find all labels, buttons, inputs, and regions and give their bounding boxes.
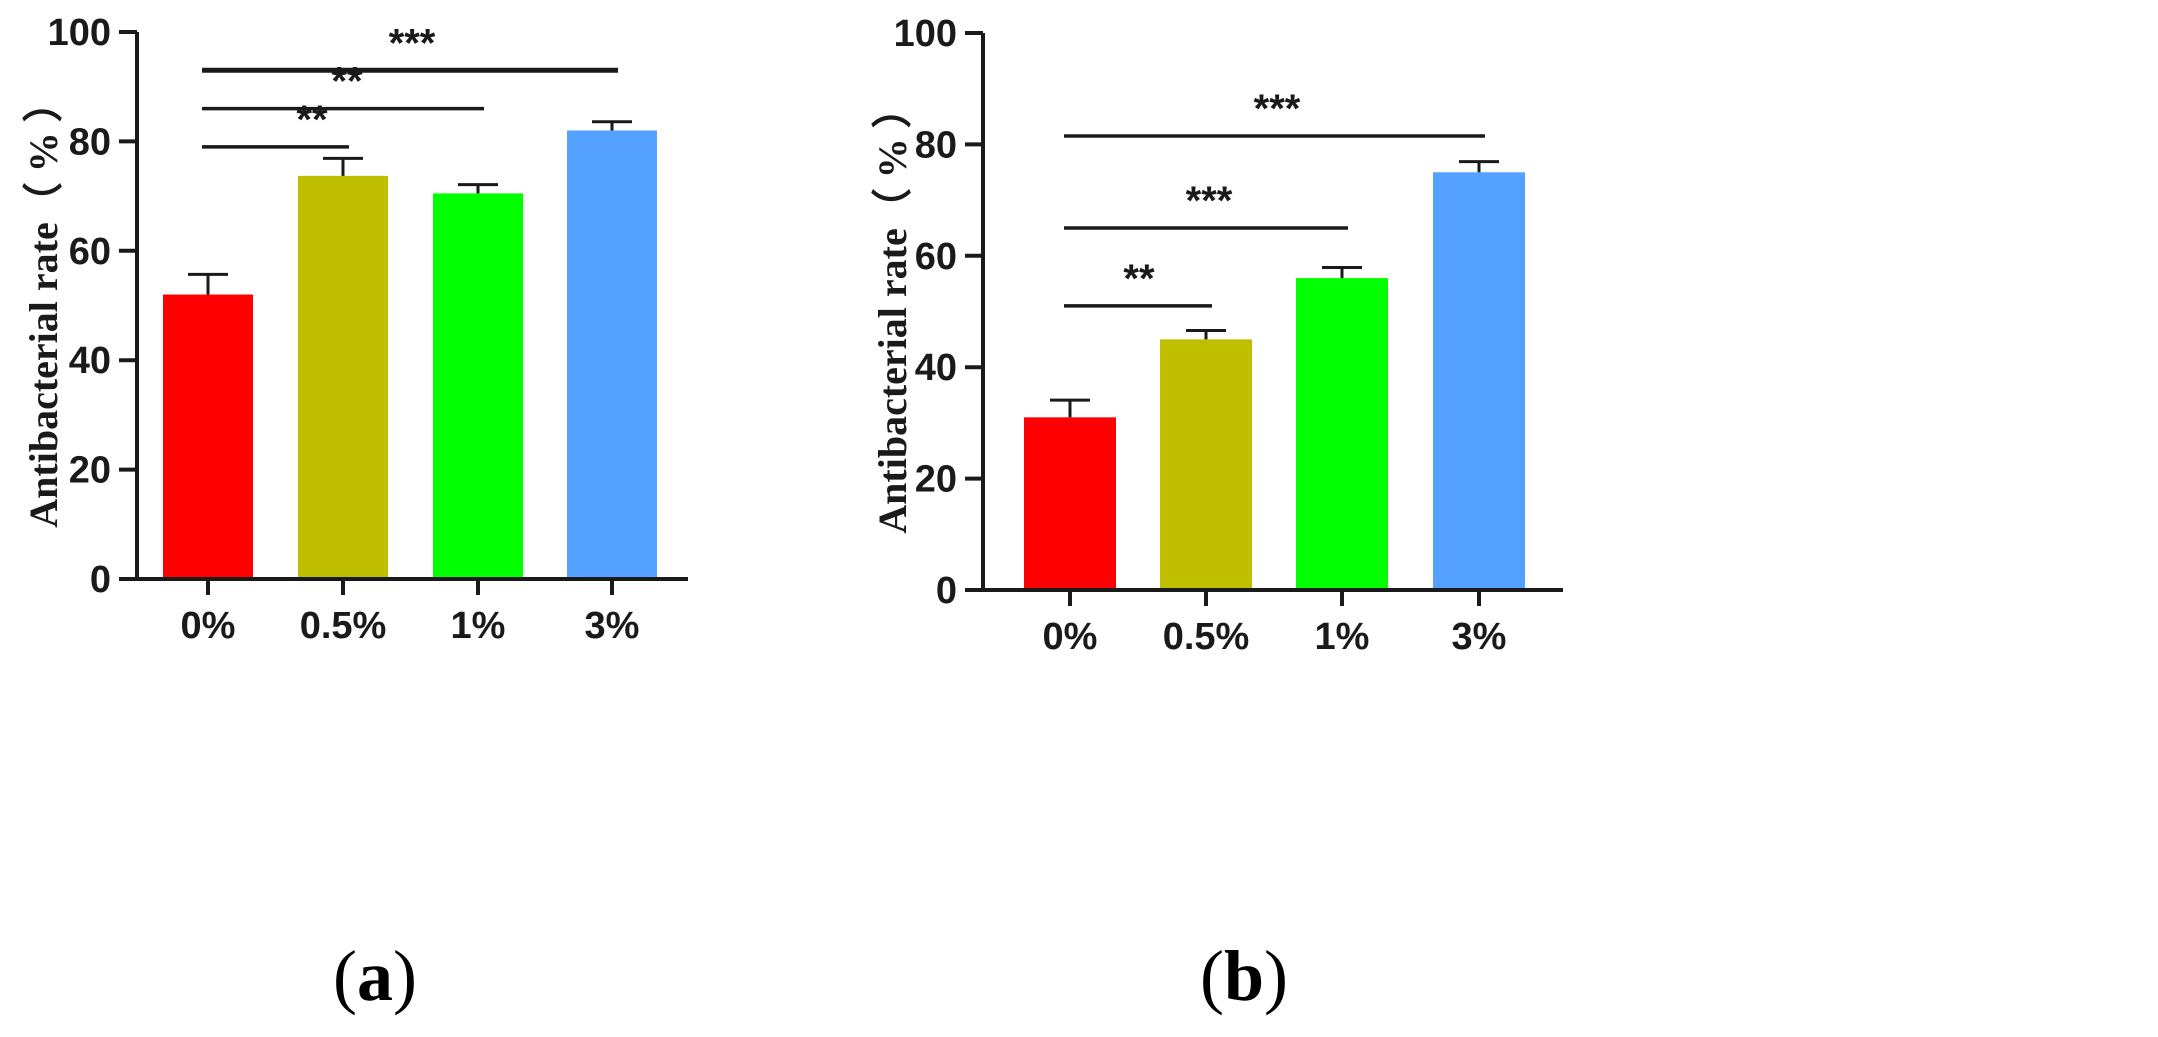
panel-b-bar-3% <box>1433 172 1525 590</box>
panel-a-y-tick-label-80: 80 <box>69 121 111 163</box>
chart-panel-a: 0 20 40 60 80 100 0% 0.5% 1% 3% Antibacterial rate… <box>21 12 688 1016</box>
panel-a-bar-0% <box>163 294 253 579</box>
panel-b-y-tick-label-0: 0 <box>936 570 957 612</box>
panel-b-x-tick-label-0%: 0% <box>1043 616 1098 658</box>
panel-b-y-tick-label-100: 100 <box>894 13 957 55</box>
panel-a-significance-label-2: ** <box>331 60 363 104</box>
panel-a-significance-label-3: *** <box>389 21 436 65</box>
panel-a-y-tick-label-100: 100 <box>48 12 111 54</box>
panel-a-bar-0.5% <box>298 175 388 579</box>
panel-b-significance-label-2: *** <box>1186 179 1233 223</box>
panel-b-significance-label-1: ** <box>1123 257 1155 301</box>
panel-b-y-tick-label-60: 60 <box>915 236 957 278</box>
panel-a-y-tick-label-0: 0 <box>90 559 111 601</box>
panel-b-x-tick-label-0.5%: 0.5% <box>1163 616 1250 658</box>
panel-b-bar-1% <box>1296 278 1388 590</box>
panel-b-y-axis-title: Antibacterial rate（ % ） <box>870 88 915 533</box>
panel-a-x-tick-label-0%: 0% <box>181 605 236 647</box>
panel-b-bar-0% <box>1024 417 1116 590</box>
panel-a-y-axis-title: Antibacterial rate（ % ） <box>21 82 66 527</box>
panel-b-x-tick-label-3%: 3% <box>1452 616 1507 658</box>
panel-a-bar-1% <box>433 193 523 580</box>
panel-a-x-tick-label-3%: 3% <box>585 605 640 647</box>
panel-a-x-tick-label-0.5%: 0.5% <box>300 605 387 647</box>
panel-a-y-tick-label-40: 40 <box>69 340 111 382</box>
panel-a-y-tick-label-60: 60 <box>69 231 111 273</box>
panel-a-significance-label-1: ** <box>296 98 328 142</box>
panel-b-significance-label-3: *** <box>1254 87 1301 131</box>
panel-a-y-tick-label-20: 20 <box>69 450 111 492</box>
panel-b-x-tick-label-1%: 1% <box>1315 616 1370 658</box>
panel-b-y-tick-label-20: 20 <box>915 459 957 501</box>
panel-b-y-tick-label-80: 80 <box>915 124 957 166</box>
panel-a-label: (a) <box>333 936 417 1016</box>
panel-b-label: (b) <box>1200 936 1288 1016</box>
chart-panel-b: 0 20 40 60 80 100 0% 0.5% 1% 3% Antibacterial rate… <box>870 13 1563 1016</box>
panel-b-y-tick-label-40: 40 <box>915 347 957 389</box>
panel-b-bar-0.5% <box>1160 339 1252 590</box>
panel-a-x-tick-label-1%: 1% <box>451 605 506 647</box>
panel-a-bar-3% <box>567 130 657 579</box>
